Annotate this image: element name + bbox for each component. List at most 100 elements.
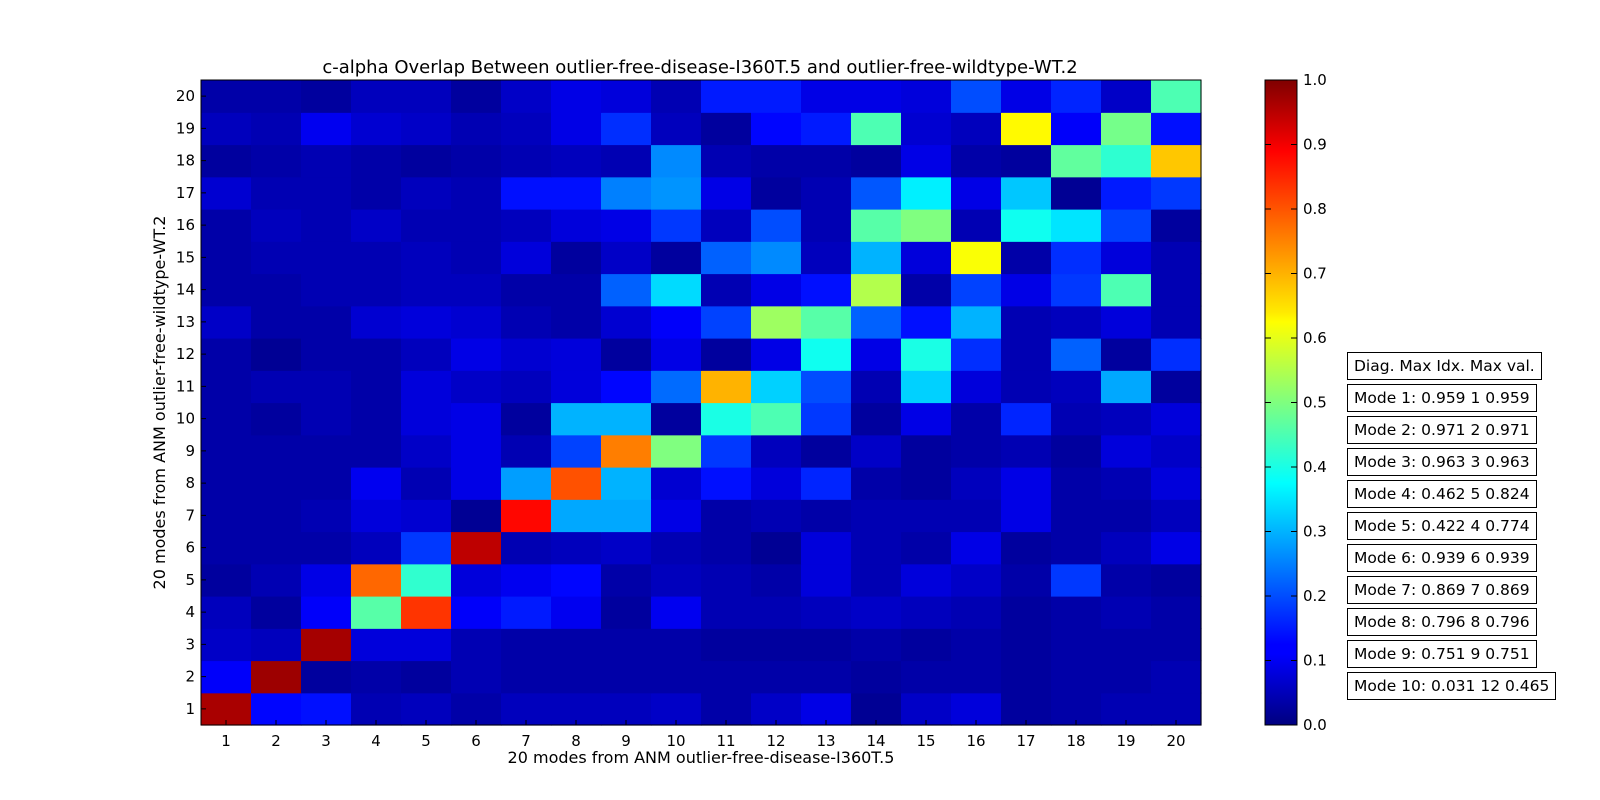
heatmap-cell-r5-c5 [401,563,452,597]
heatmap-cell-r19-c6 [451,112,502,146]
heatmap-cell-r3-c20 [1151,628,1202,662]
heatmap-cell-r13-c10 [651,305,702,339]
heatmap-cell-r11-c4 [351,370,402,404]
heatmap-cell-r8-c9 [601,467,652,500]
colorbar-tick-label: 0.9 [1303,136,1327,154]
heatmap-cell-r4-c13 [801,596,852,629]
heatmap-cell-r9-c10 [651,434,702,468]
heatmap-cell-r5-c4 [351,563,402,597]
heatmap-cell-r13-c1 [201,305,252,339]
heatmap-cell-r11-c3 [301,370,352,404]
heatmap-cell-r14-c10 [651,273,702,307]
heatmap-cell-r17-c11 [701,176,752,210]
heatmap-cell-r19-c13 [801,112,852,146]
heatmap-cell-r8-c3 [301,467,352,500]
annotation-mode-4: Mode 4: 0.462 5 0.824 [1347,480,1537,508]
heatmap-cell-r10-c18 [1051,402,1102,436]
x-tick-label: 12 [766,732,785,750]
heatmap-cell-r8-c5 [401,467,452,500]
y-tick-label: 8 [185,474,195,492]
heatmap-cell-r5-c7 [501,563,552,597]
heatmap-cell-r7-c4 [351,499,402,533]
heatmap-cell-r4-c16 [951,596,1002,629]
y-tick-label: 6 [185,539,195,557]
annotation-mode-10: Mode 10: 0.031 12 0.465 [1347,672,1557,700]
heatmap-cell-r16-c19 [1101,209,1152,242]
x-tick-label: 19 [1116,732,1135,750]
heatmap-cell-r6-c16 [951,531,1002,565]
x-tick-label: 18 [1066,732,1085,750]
heatmap-cell-r16-c4 [351,209,402,242]
heatmap-cell-r9-c19 [1101,434,1152,468]
heatmap-cell-r16-c13 [801,209,852,242]
heatmap-cell-r3-c1 [201,628,252,662]
heatmap-cell-r3-c15 [901,628,952,662]
heatmap-cell-r11-c16 [951,370,1002,404]
heatmap-cell-r8-c14 [851,467,902,500]
heatmap-cell-r18-c4 [351,144,402,178]
heatmap-cell-r15-c13 [801,241,852,275]
heatmap-cell-r2-c18 [1051,660,1102,694]
heatmap-cell-r9-c14 [851,434,902,468]
heatmap-cell-r20-c20 [1151,80,1202,113]
heatmap-cell-r6-c8 [551,531,602,565]
heatmap-cell-r18-c3 [301,144,352,178]
heatmap-cell-r4-c4 [351,596,402,629]
heatmap-cell-r10-c12 [751,402,802,436]
heatmap-cell-r9-c9 [601,434,652,468]
heatmap-cell-r3-c5 [401,628,452,662]
heatmap-cell-r2-c12 [751,660,802,694]
colorbar-tick-label: 0.0 [1303,716,1327,734]
y-tick-label: 19 [176,119,195,137]
heatmap-cell-r15-c15 [901,241,952,275]
heatmap-cell-r20-c5 [401,80,452,113]
heatmap-cell-r2-c16 [951,660,1002,694]
colorbar-tick-label: 0.6 [1303,329,1327,347]
heatmap-cell-r16-c1 [201,209,252,242]
heatmap-cell-r4-c15 [901,596,952,629]
heatmap-cell-r15-c19 [1101,241,1152,275]
heatmap-cell-r3-c16 [951,628,1002,662]
heatmap-cell-r19-c1 [201,112,252,146]
heatmap-cell-r5-c20 [1151,563,1202,597]
heatmap-cell-r8-c19 [1101,467,1152,500]
heatmap-cell-r5-c19 [1101,563,1152,597]
x-tick-label: 1 [221,732,231,750]
heatmap-cell-r2-c4 [351,660,402,694]
heatmap-cell-r20-c19 [1101,80,1152,113]
x-tick-label: 9 [621,732,631,750]
heatmap-cell-r7-c17 [1001,499,1052,533]
heatmap-cell-r19-c2 [251,112,302,146]
heatmap-cell-r17-c12 [751,176,802,210]
heatmap-cell-r10-c8 [551,402,602,436]
heatmap-cell-r13-c15 [901,305,952,339]
heatmap-cell-r6-c4 [351,531,402,565]
heatmap-cell-r3-c18 [1051,628,1102,662]
y-tick-label: 1 [185,700,195,718]
heatmap-cell-r9-c15 [901,434,952,468]
colorbar-tick-label: 0.8 [1303,200,1327,218]
heatmap-cell-r14-c19 [1101,273,1152,307]
heatmap-cell-r18-c17 [1001,144,1052,178]
annotation-header: Diag. Max Idx. Max val. [1347,352,1542,380]
heatmap-cell-r6-c1 [201,531,252,565]
heatmap-cell-r18-c12 [751,144,802,178]
heatmap-cell-r20-c8 [551,80,602,113]
heatmap-cell-r3-c4 [351,628,402,662]
heatmap-cell-r7-c10 [651,499,702,533]
heatmap-cell-r14-c5 [401,273,452,307]
heatmap-cell-r19-c16 [951,112,1002,146]
heatmap-cell-r9-c2 [251,434,302,468]
heatmap-cell-r5-c13 [801,563,852,597]
annotation-mode-7: Mode 7: 0.869 7 0.869 [1347,576,1537,604]
heatmap-cell-r9-c12 [751,434,802,468]
heatmap-cell-r17-c17 [1001,176,1052,210]
heatmap-cell-r8-c1 [201,467,252,500]
heatmap-cell-r15-c20 [1151,241,1202,275]
heatmap-cell-r11-c9 [601,370,652,404]
heatmap-cell-r17-c1 [201,176,252,210]
heatmap-cell-r2-c9 [601,660,652,694]
heatmap-cell-r16-c16 [951,209,1002,242]
annotation-mode-8: Mode 8: 0.796 8 0.796 [1347,608,1537,636]
